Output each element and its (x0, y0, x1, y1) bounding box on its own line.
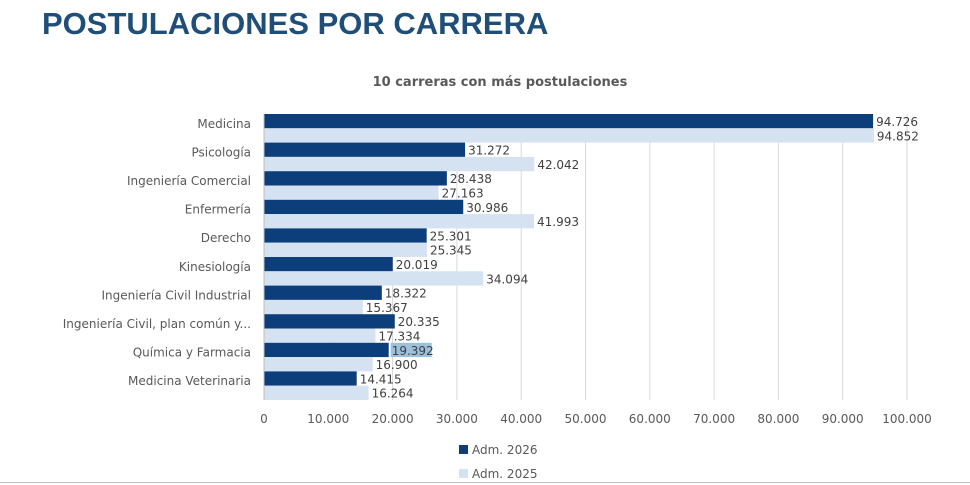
x-tick-label: 0 (260, 412, 268, 426)
chart-title: 10 carreras con más postulaciones (373, 75, 628, 90)
x-tick-label: 50.000 (565, 412, 607, 426)
bar-adm-2025 (264, 156, 535, 172)
category-label: Ingeniería Civil Industrial (102, 288, 251, 302)
data-label: 34.094 (486, 272, 528, 286)
x-tick-label: 20.000 (372, 412, 414, 426)
bar-adm-2026 (264, 314, 395, 329)
bar-adm-2025 (264, 357, 373, 372)
data-label: 94.852 (877, 129, 919, 143)
data-label: 17.334 (378, 330, 420, 344)
data-label: 16.264 (372, 387, 414, 401)
x-tick-label: 10.000 (307, 412, 349, 426)
x-tick-label: 90.000 (822, 412, 864, 426)
data-label: 25.301 (430, 229, 472, 243)
bar-adm-2025 (264, 385, 369, 400)
bar-adm-2026 (264, 114, 874, 129)
data-label: 19.392 (392, 344, 434, 358)
bar-adm-2026 (264, 142, 466, 157)
page-title: POSTULACIONES POR CARRERA (42, 6, 549, 41)
data-label: 41.993 (537, 215, 579, 229)
data-label: 30.986 (466, 201, 508, 215)
data-label: 20.019 (396, 258, 438, 272)
data-label: 25.345 (430, 244, 472, 258)
data-label: 27.163 (442, 187, 484, 201)
bar-adm-2026 (264, 342, 389, 358)
data-label: 31.272 (468, 144, 510, 158)
bar-adm-2026 (264, 171, 447, 186)
legend-swatch (459, 469, 468, 478)
legend-label: Adm. 2025 (472, 467, 537, 481)
category-label: Ingeniería Comercial (127, 174, 251, 188)
data-label: 14.415 (360, 372, 402, 386)
bar-adm-2026 (264, 257, 393, 272)
bar-adm-2025 (264, 128, 874, 143)
highlighted-label-bg (390, 342, 432, 358)
bar-adm-2026 (264, 285, 382, 300)
x-tick-label: 80.000 (757, 412, 799, 426)
data-label: 18.322 (385, 287, 427, 301)
legend-label: Adm. 2026 (472, 443, 537, 457)
bar-adm-2025 (264, 185, 439, 200)
data-label: 16.900 (376, 358, 418, 372)
x-tick-label: 70.000 (693, 412, 735, 426)
data-label: 20.335 (398, 315, 440, 329)
category-label: Medicina (197, 117, 251, 131)
category-label: Medicina Veterinaria (128, 374, 251, 388)
data-label: 42.042 (537, 158, 579, 172)
bar-adm-2025 (264, 328, 376, 343)
x-tick-label: 100.000 (882, 412, 932, 426)
bar-adm-2025 (264, 214, 535, 229)
bar-adm-2026 (264, 228, 427, 243)
category-label: Kinesiología (179, 260, 251, 274)
divider (0, 482, 970, 483)
x-tick-label: 30.000 (436, 412, 478, 426)
category-label: Psicología (191, 145, 251, 159)
data-label: 28.438 (450, 172, 492, 186)
x-tick-label: 60.000 (629, 412, 671, 426)
data-label: 94.726 (876, 115, 918, 129)
category-label: Enfermería (185, 203, 251, 217)
category-label: Ingeniería Civil, plan común y... (63, 317, 251, 331)
bar-adm-2025 (264, 242, 427, 257)
bar-adm-2026 (264, 199, 464, 215)
category-label: Derecho (201, 231, 251, 245)
bar-adm-2025 (264, 271, 484, 286)
data-label: 15.367 (366, 301, 408, 315)
legend-swatch (459, 445, 468, 454)
x-tick-label: 40.000 (500, 412, 542, 426)
category-label: Química y Farmacia (133, 346, 251, 360)
bar-adm-2025 (264, 299, 363, 315)
bar-adm-2026 (264, 371, 357, 386)
